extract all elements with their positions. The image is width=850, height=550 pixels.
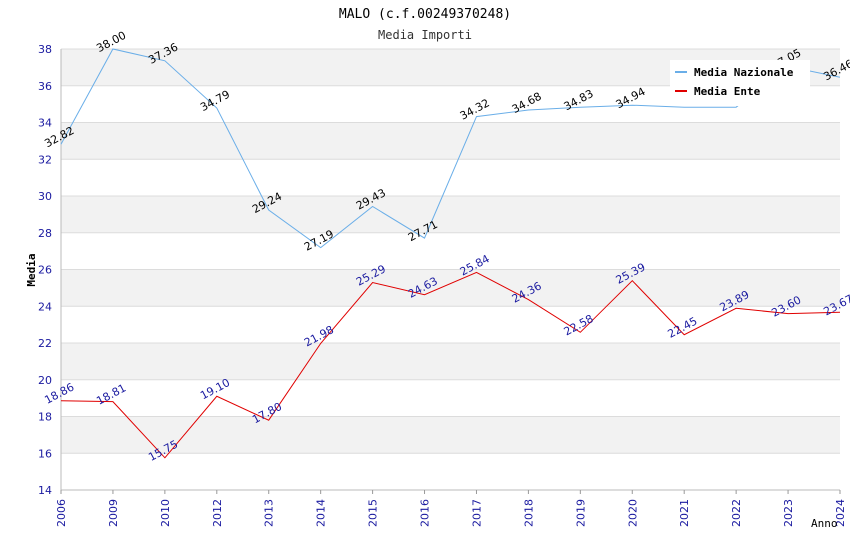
y-tick-labels: 14 16 18 20 22 24 26 28 30 32 34 36 38 [38,43,52,497]
x-tick-label: 2024 [834,499,847,527]
x-axis-label: Anno [811,517,838,530]
grid-band [61,416,840,454]
x-tick-label: 2012 [211,499,224,527]
grid-band [61,343,840,380]
x-tick-label: 2010 [159,499,172,527]
chart-title: MALO (c.f.00249370248) [339,7,511,22]
series-line-media-nazionale [60,48,841,249]
x-tick-labels: 2006 2009 2010 2012 2013 2014 2015 2016 2017 2018… [55,499,847,527]
x-tick-label: 2021 [678,499,691,527]
x-tick-label: 2020 [626,499,639,527]
y-tick-label: 18 [38,411,52,424]
x-tick-label: 2018 [522,499,535,527]
legend-box [670,60,810,106]
y-tick-label: 24 [38,300,52,313]
y-axis-label: Media [25,253,38,286]
grid-band [61,196,840,233]
grid-band [61,232,840,270]
x-tick-label: 2013 [263,499,276,527]
x-tick-label: 2014 [315,499,328,527]
x-tick-label: 2009 [107,499,120,527]
axes [60,49,841,494]
y-tick-label: 34 [38,117,52,130]
y-tick-label: 38 [38,43,52,56]
x-tick-label: 2019 [574,499,587,527]
legend-label: Media Ente [694,85,761,98]
y-tick-label: 16 [38,447,52,460]
grid-band [61,122,840,160]
series-lines [60,48,841,459]
x-tick-label: 2015 [367,499,380,527]
y-tick-label: 36 [38,80,52,93]
y-tick-label: 14 [38,484,52,497]
y-tick-label: 20 [38,374,52,387]
x-tick-label: 2017 [470,499,483,527]
chart-subtitle: Media Importi [378,28,472,42]
legend: Media Nazionale Media Ente [670,60,810,106]
y-tick-label: 22 [38,337,52,350]
x-tick-label: 2006 [55,499,68,527]
grid-bands [61,49,840,490]
legend-label: Media Nazionale [694,66,794,79]
y-tick-label: 28 [38,227,52,240]
grid-band [61,379,840,417]
y-tick-label: 26 [38,264,52,277]
x-tick-label: 2016 [419,499,432,527]
x-tick-label: 2022 [730,499,743,527]
grid-band [61,306,840,343]
grid-band [61,269,840,307]
x-tick-label: 2023 [782,499,795,527]
series-line-media-ente [60,271,841,459]
y-tick-label: 30 [38,190,52,203]
y-tick-label: 32 [38,153,52,166]
grid-band [61,453,840,490]
